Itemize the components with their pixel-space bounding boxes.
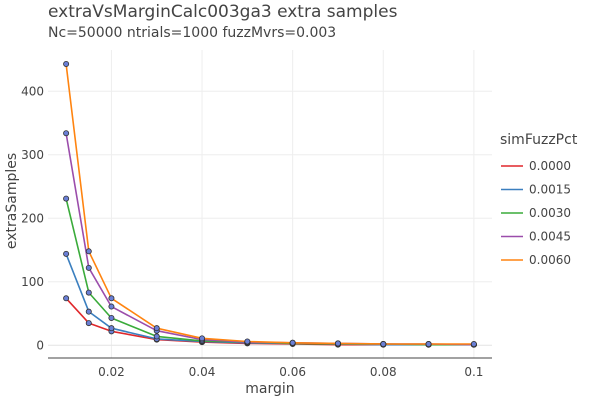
data-point[interactable]: [153, 325, 160, 332]
data-point[interactable]: [470, 341, 477, 348]
data-point[interactable]: [244, 338, 251, 345]
data-point[interactable]: [108, 303, 115, 310]
data-point[interactable]: [199, 335, 206, 342]
legend-item-0.0045[interactable]: 0.0045: [501, 230, 571, 244]
data-points: [63, 60, 477, 348]
legend-label: 0.0060: [529, 253, 571, 267]
data-point[interactable]: [108, 295, 115, 302]
y-tick-label: 0: [36, 338, 44, 352]
legend-label: 0.0015: [529, 183, 571, 197]
data-point[interactable]: [63, 130, 70, 137]
x-axis-title: margin: [245, 381, 294, 397]
data-point[interactable]: [380, 341, 387, 348]
data-point[interactable]: [63, 250, 70, 257]
legend-item-0.0060[interactable]: 0.0060: [501, 253, 571, 267]
legend-item-0.0000[interactable]: 0.0000: [501, 159, 571, 173]
y-tick-label: 400: [21, 84, 44, 98]
legend-item-0.0015[interactable]: 0.0015: [501, 183, 571, 197]
legend-label: 0.0045: [529, 230, 571, 244]
data-point[interactable]: [108, 314, 115, 321]
x-tick-label: 0.06: [279, 365, 306, 379]
data-point[interactable]: [153, 333, 160, 340]
data-point[interactable]: [108, 325, 115, 332]
data-point[interactable]: [63, 295, 70, 302]
data-point[interactable]: [63, 60, 70, 67]
series-lines: [65, 63, 474, 346]
series-line-0.0030[interactable]: [65, 198, 474, 346]
axes: 0.02 0.04 0.06 0.08 0.1 0 100 200 300 400: [21, 84, 492, 379]
y-tick-label: 200: [21, 211, 44, 225]
legend-item-0.0030[interactable]: 0.0030: [501, 206, 571, 220]
data-point[interactable]: [85, 289, 92, 296]
legend-label: 0.0030: [529, 206, 571, 220]
data-point[interactable]: [334, 340, 341, 347]
data-point[interactable]: [63, 195, 70, 202]
series-line-0.0015[interactable]: [65, 253, 474, 346]
legend-title: simFuzzPct: [500, 132, 578, 148]
series-line-0.0000[interactable]: [65, 297, 474, 346]
data-point[interactable]: [85, 264, 92, 271]
series-line-0.0060[interactable]: [65, 63, 474, 345]
x-tick-label: 0.02: [98, 365, 125, 379]
series-line-0.0045[interactable]: [65, 133, 474, 346]
y-axis-title: extraSamples: [4, 153, 20, 249]
data-point[interactable]: [85, 320, 92, 327]
legend-label: 0.0000: [529, 159, 571, 173]
data-point[interactable]: [85, 248, 92, 255]
y-tick-label: 100: [21, 275, 44, 289]
legend[interactable]: simFuzzPct 0.0000 0.0015 0.0030 0.0045 0.006…: [500, 132, 578, 267]
data-point[interactable]: [289, 339, 296, 346]
y-tick-label: 300: [21, 148, 44, 162]
x-tick-label: 0.08: [370, 365, 397, 379]
data-point[interactable]: [425, 341, 432, 348]
chart-title: extraVsMarginCalc003ga3 extra samples: [48, 2, 398, 22]
x-tick-label: 0.1: [464, 365, 483, 379]
data-point[interactable]: [85, 308, 92, 315]
chart-subtitle: Nc=50000 ntrials=1000 fuzzMvrs=0.003: [48, 25, 336, 41]
x-tick-label: 0.04: [189, 365, 216, 379]
grid: [48, 50, 492, 358]
